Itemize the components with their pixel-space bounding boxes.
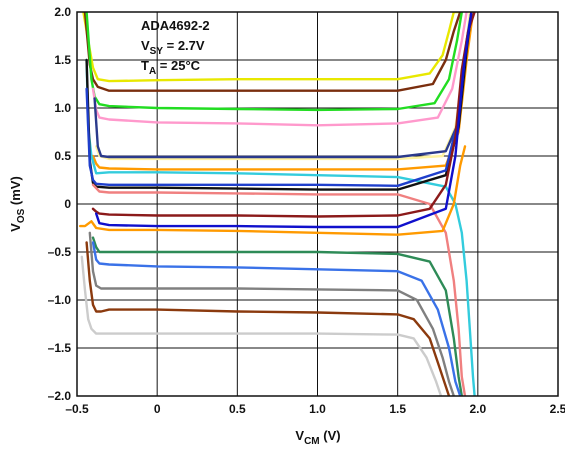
series-layer (78, 12, 476, 396)
y-tick-label: 2.0 (54, 5, 71, 19)
series-line-13 (94, 12, 473, 229)
series-line-18 (85, 241, 451, 396)
annotation-box: ADA4692-2 VSY = 2.7V TA = 25°C (141, 18, 210, 77)
y-tick-label: –2.0 (48, 389, 72, 403)
x-tick-label: 1.5 (389, 402, 406, 416)
series-line-15 (91, 236, 463, 396)
x-tick-label: 0.5 (229, 402, 246, 416)
y-tick-label: –1.5 (48, 341, 72, 355)
annotation-temp: TA = 25°C (141, 58, 201, 77)
series-line-17 (88, 231, 455, 396)
x-tick-label: –0.5 (65, 402, 89, 416)
series-line-14 (78, 145, 467, 236)
x-tick-label: 2.0 (469, 402, 486, 416)
y-tick-label: –1.0 (48, 293, 72, 307)
plot-frame (76, 11, 559, 397)
x-tick-label: 1.0 (309, 402, 326, 416)
series-line-16 (91, 241, 462, 396)
annotation-supply: VSY = 2.7V (141, 38, 205, 57)
annotation-part: ADA4692-2 (141, 18, 210, 33)
y-tick-label: 0.5 (54, 149, 71, 163)
series-line-11 (91, 183, 467, 396)
y-tick-labels: 2.0 1.5 1.0 0.5 0 –0.5 –1.0 –1.5 –2.0 (48, 5, 72, 403)
x-axis-label: VCM (V) (295, 428, 340, 447)
series-line-19 (80, 255, 443, 396)
series-line-8 (85, 58, 476, 396)
series-line-12 (91, 12, 476, 218)
y-tick-label: –0.5 (48, 245, 72, 259)
series-line-2 (83, 12, 462, 92)
y-axis-label: VOS (mV) (8, 176, 27, 232)
y-tick-label: 1.5 (54, 53, 71, 67)
y-tick-label: 0 (64, 197, 71, 211)
x-tick-labels: –0.5 0 0.5 1.0 1.5 2.0 2.5 (65, 402, 565, 416)
y-tick-label: 1.0 (54, 101, 71, 115)
series-line-4 (91, 12, 468, 127)
series-line-1 (82, 12, 460, 83)
x-tick-label: 0 (154, 402, 161, 416)
x-tick-label: 2.5 (550, 402, 565, 416)
